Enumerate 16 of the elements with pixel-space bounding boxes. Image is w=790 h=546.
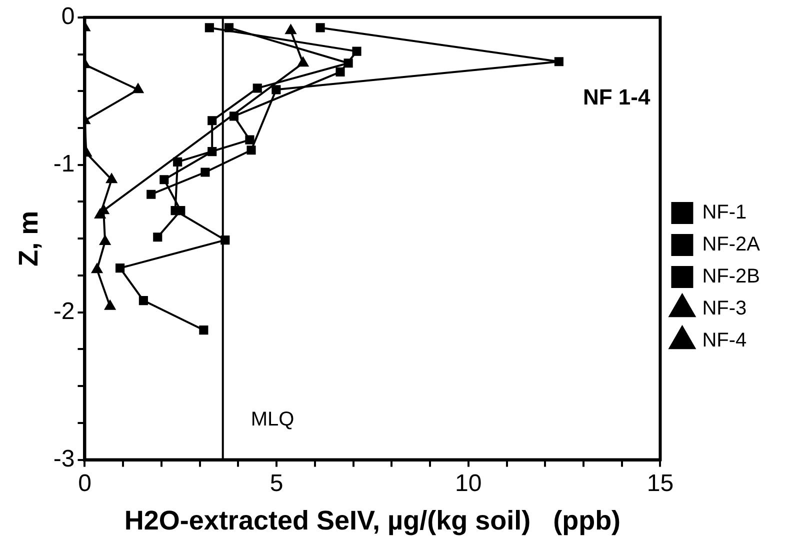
y-tick-label: 0 <box>61 3 75 30</box>
legend-label: NF-4 <box>702 330 747 352</box>
annotation: NF 1-4 <box>582 84 651 110</box>
legend-label: NF-2A <box>702 234 761 256</box>
y-axis-title: Z, m <box>14 210 44 266</box>
y-tick-label: -1 <box>53 150 75 178</box>
y-tick-label: -2 <box>53 298 75 325</box>
x-tick-label: 15 <box>646 470 674 497</box>
x-tick-label: 10 <box>455 470 482 497</box>
x-axis-title: H2O-extracted SeIV, µg/(kg soil) (ppb) <box>124 505 621 536</box>
x-tick-label: 5 <box>270 470 284 497</box>
y-tick-label: -3 <box>53 445 75 472</box>
legend-label: NF-3 <box>702 298 747 320</box>
legend-label: NF-2B <box>702 266 760 288</box>
ref-line-label: MLQ <box>250 408 294 430</box>
legend-label: NF-1 <box>702 202 747 224</box>
